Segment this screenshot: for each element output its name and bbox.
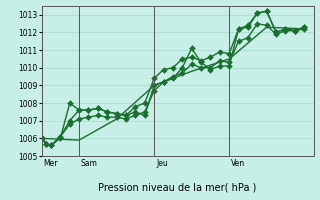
Text: Mer: Mer [44,159,58,168]
Text: Pression niveau de la mer( hPa ): Pression niveau de la mer( hPa ) [99,183,257,193]
Text: Jeu: Jeu [156,159,168,168]
Text: Ven: Ven [231,159,245,168]
Text: Sam: Sam [81,159,98,168]
